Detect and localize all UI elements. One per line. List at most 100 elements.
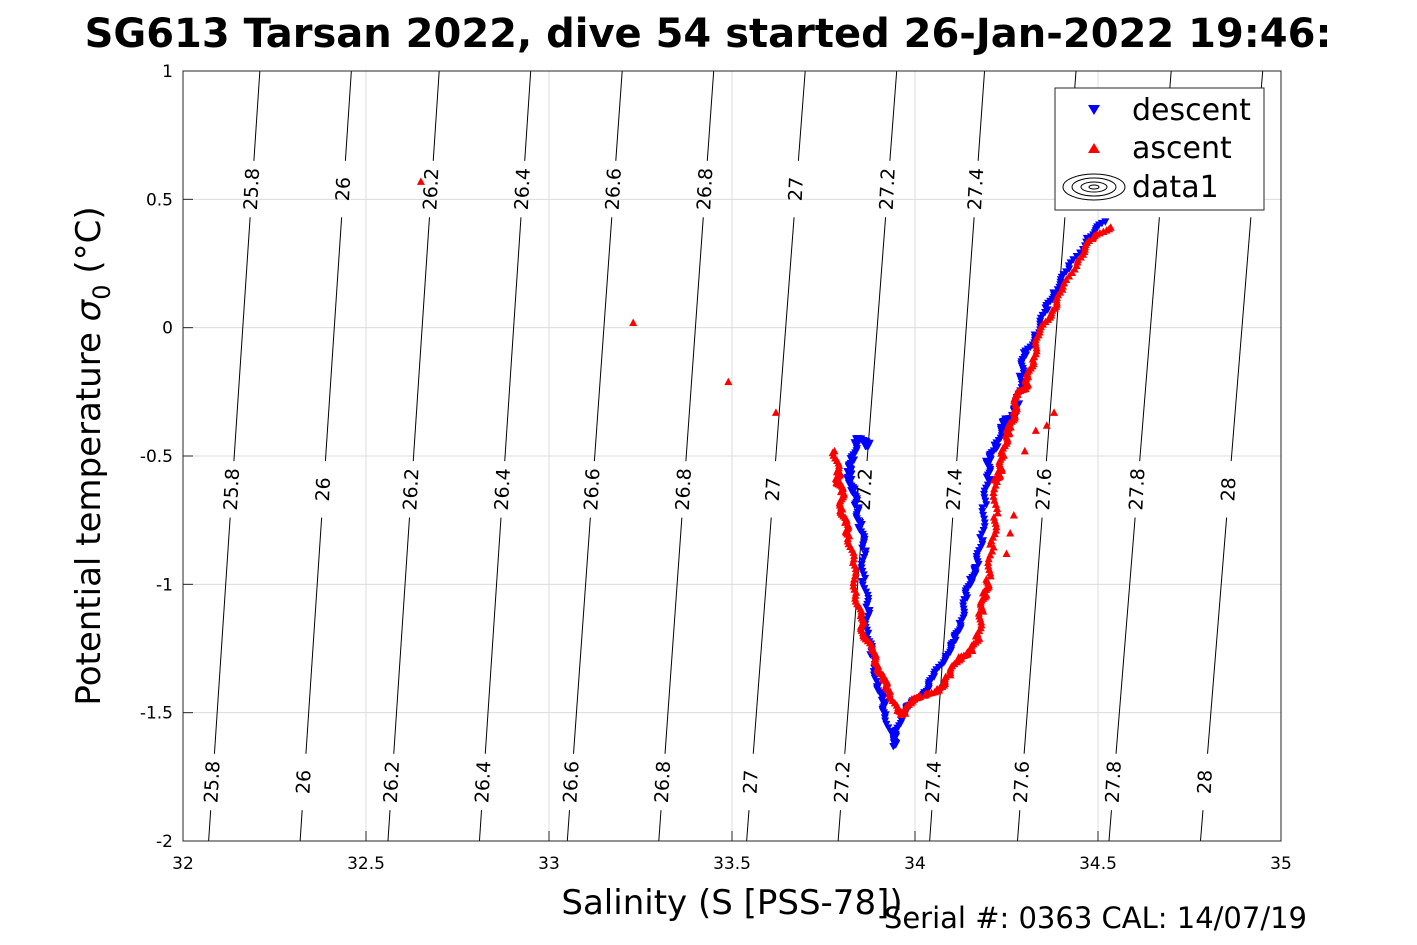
- legend-descent-label: descent: [1132, 93, 1251, 128]
- contour-label-26.8: 26.8: [651, 760, 675, 803]
- contour-line-26.2: [432, 70, 440, 161]
- descent-point: [980, 519, 989, 527]
- ascent-point: [1002, 549, 1011, 558]
- descent-point: [889, 739, 898, 747]
- contour-label-26.6: 26.6: [602, 167, 626, 210]
- descent-point: [982, 501, 991, 509]
- contour-line-26.8: [706, 70, 715, 161]
- y-tick-label: 1: [162, 62, 173, 82]
- legend-box: [1054, 87, 1265, 211]
- contour-line-26: [324, 217, 343, 462]
- contour-line-25.8: [233, 217, 251, 462]
- contour-label-28: 28: [1194, 769, 1217, 794]
- descent-point: [861, 547, 870, 556]
- contour-label-26.4: 26.4: [491, 468, 515, 511]
- ascent-point: [984, 558, 993, 566]
- contour-label-26.2: 26.2: [399, 468, 423, 511]
- ascent-point: [771, 408, 780, 416]
- descent-point: [858, 581, 867, 590]
- ascent-series: [416, 177, 1115, 718]
- contour-label-25.8: 25.8: [220, 468, 244, 511]
- contour-label-27: 27: [785, 176, 808, 201]
- descent-point: [1082, 234, 1091, 243]
- ascent-point: [920, 691, 929, 699]
- ascent-point: [989, 488, 998, 496]
- contour-line-25.8: [208, 810, 212, 842]
- contour-line-28: [1230, 217, 1252, 462]
- contour-line-26.4: [478, 810, 483, 842]
- contour-label-27: 27: [740, 769, 763, 794]
- descent-point: [889, 743, 898, 751]
- contour-line-28: [1207, 517, 1228, 754]
- ascent-point: [979, 607, 988, 615]
- contour-line-27: [797, 70, 806, 161]
- ascent-point: [990, 484, 999, 493]
- contour-label-27.8: 27.8: [1125, 468, 1149, 511]
- contour-line-27.6: [1016, 810, 1021, 842]
- contour-label-27.8: 27.8: [1102, 760, 1126, 803]
- contour-line-26.4: [504, 217, 522, 462]
- x-axis: 32 32.5 33 33.5 34 34.5 35: [172, 831, 1292, 874]
- chart-title: SG613 Tarsan 2022, dive 54 started 26-Ja…: [85, 11, 1332, 57]
- legend-ascent-marker: [1088, 143, 1100, 153]
- ascent-point: [993, 508, 1002, 517]
- y-tick-label: 0.5: [146, 190, 173, 210]
- legend-descent-marker: [1088, 105, 1100, 115]
- x-tick-label: 35: [1270, 854, 1292, 874]
- x-tick-label: 32: [172, 854, 194, 874]
- contour-line-27.2: [889, 70, 898, 161]
- ascent-point: [1009, 511, 1018, 519]
- legend: descent ascent data1: [1054, 87, 1265, 211]
- contour-label-26.4: 26.4: [511, 167, 535, 210]
- contour-label-26.2: 26.2: [419, 167, 443, 210]
- contour-label-26.8: 26.8: [693, 167, 717, 210]
- ascent-point: [986, 571, 995, 580]
- ascent-point: [1020, 446, 1029, 455]
- y-axis-label-main: Potential temperature: [69, 321, 109, 705]
- descent-point: [858, 567, 867, 576]
- y-axis: 1 0.5 0 -0.5 -1 -1.5 -2: [140, 62, 193, 852]
- contour-label-26: 26: [332, 176, 355, 201]
- legend-data1-label: data1: [1132, 170, 1219, 205]
- contour-label-26.2: 26.2: [380, 760, 404, 803]
- contour-line-27.6: [1045, 217, 1066, 462]
- y-axis-label-subscript: 0: [88, 284, 116, 299]
- ascent-point: [968, 646, 977, 654]
- y-tick-label: -1: [156, 575, 173, 595]
- contour-line-27: [775, 217, 795, 462]
- contour-label-27: 27: [762, 477, 785, 502]
- y-axis-label-unit: (°C): [69, 206, 109, 284]
- ascent-point: [1042, 421, 1051, 429]
- descent-point: [857, 564, 866, 572]
- ascent-point: [1058, 282, 1067, 290]
- contour-line-28: [1199, 810, 1204, 842]
- x-tick-label: 33.5: [713, 854, 751, 874]
- descent-point: [854, 504, 863, 512]
- contour-label-26: 26: [312, 477, 335, 502]
- contour-line-27.8: [1139, 217, 1160, 462]
- contour-label-27.2: 27.2: [831, 760, 855, 803]
- data-series: [416, 177, 1115, 751]
- contour-label-27.4: 27.4: [943, 468, 967, 511]
- ascent-point: [1031, 426, 1040, 434]
- contour-line-26.8: [658, 810, 662, 842]
- ascent-point: [946, 670, 955, 679]
- ascent-point: [629, 318, 638, 327]
- contour-label-26.8: 26.8: [672, 468, 696, 511]
- contour-line-26.2: [387, 810, 391, 842]
- descent-point: [861, 550, 870, 559]
- legend-contour-icon: [1062, 173, 1126, 201]
- contour-line-27.2: [866, 217, 887, 462]
- contour-label-26.6: 26.6: [559, 760, 583, 803]
- contour-line-26.2: [393, 517, 410, 754]
- y-tick-label: -0.5: [140, 447, 173, 467]
- x-tick-label: 33: [538, 854, 560, 874]
- contour-label-27.6: 27.6: [1010, 760, 1034, 803]
- ascent-point: [1050, 408, 1059, 416]
- contour-line-26.8: [664, 517, 683, 754]
- ascent-point: [989, 492, 998, 500]
- contour-line-26: [305, 517, 323, 754]
- y-tick-label: -2: [156, 832, 173, 852]
- contour-label-27.6: 27.6: [1032, 468, 1056, 511]
- contour-label-26.6: 26.6: [580, 468, 604, 511]
